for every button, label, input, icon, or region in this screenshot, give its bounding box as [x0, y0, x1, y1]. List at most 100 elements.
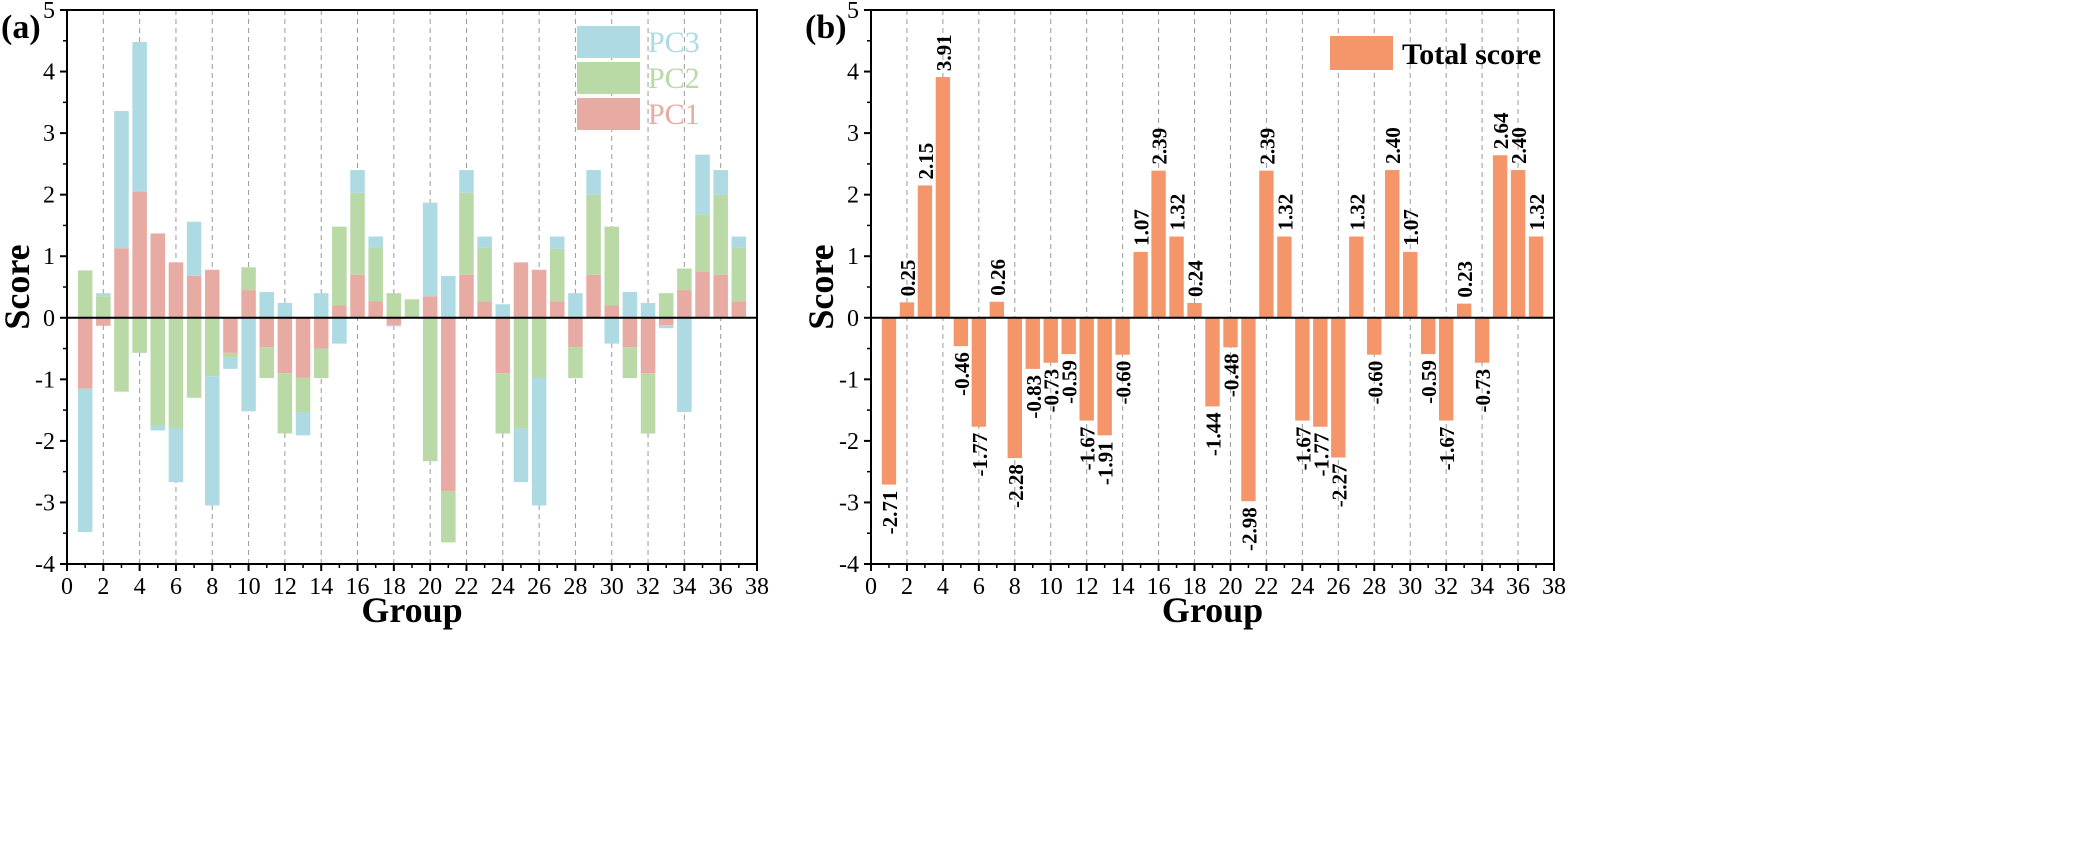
data-label: 1.07	[1130, 209, 1154, 246]
bar-pc2-group-11	[259, 347, 274, 379]
data-label: 2.40	[1381, 127, 1405, 164]
bar-pc2-group-36	[713, 194, 728, 275]
bar-total-score-group-26	[1331, 317, 1346, 458]
bar-total-score-group-27	[1349, 236, 1364, 318]
data-label: -1.91	[1094, 441, 1118, 485]
bar-pc2-group-13	[295, 377, 311, 413]
bar-pc1-group-37	[731, 301, 747, 318]
bar-pc3-group-14	[313, 293, 329, 318]
y-tick-label: -4	[839, 552, 859, 578]
y-tick-label: -1	[35, 367, 55, 393]
bar-pc1-group-36	[713, 274, 728, 318]
y-tick-label: 3	[43, 121, 55, 147]
y-tick-label: 0	[43, 306, 55, 332]
bar-pc1-group-34	[677, 290, 692, 318]
x-tick-label: 10	[1039, 574, 1063, 600]
bar-pc1-group-17	[368, 301, 383, 318]
bar-pc2-group-35	[695, 214, 710, 272]
bar-pc1-group-8	[205, 269, 220, 318]
y-tick-label: 4	[43, 60, 55, 86]
bar-total-score-group-5	[953, 317, 969, 347]
bar-total-score-group-37	[1528, 236, 1544, 318]
data-label: 1.32	[1166, 194, 1190, 231]
data-label: -0.83	[1022, 375, 1046, 419]
x-tick-label: 26	[1326, 574, 1350, 600]
x-tick-label: 34	[672, 574, 696, 600]
bar-pc3-group-18	[386, 325, 402, 327]
bar-pc3-group-9	[223, 357, 238, 369]
bar-pc1-group-14	[313, 317, 329, 349]
bar-pc2-group-31	[622, 347, 638, 379]
bar-pc3-group-35	[695, 154, 710, 215]
x-tick-label: 6	[973, 574, 985, 600]
x-tick-label: 32	[636, 574, 660, 600]
bar-pc2-group-26	[531, 317, 547, 378]
bar-pc3-group-29	[586, 170, 601, 195]
bar-pc2-group-12	[277, 373, 293, 434]
x-tick-label: 16	[346, 574, 370, 600]
bar-total-score-group-20	[1223, 317, 1238, 348]
panel-label: (a)	[1, 9, 41, 46]
x-tick-label: 14	[309, 574, 333, 600]
bar-pc1-group-35	[695, 271, 710, 318]
x-tick-label: 4	[134, 574, 146, 600]
y-axis-title: Score	[0, 244, 37, 329]
bar-pc1-group-1	[77, 317, 93, 389]
panel-a-stacked-pc-chart: 0 2 4 6 8 10 12 14 16 18 20 22 24 26 28 30 32 34 36 38-4-3-…	[0, 0, 769, 630]
data-label: 1.32	[1345, 194, 1369, 231]
bar-total-score-group-31	[1420, 317, 1436, 355]
y-tick-label: 2	[43, 183, 55, 209]
plot-frame	[870, 9, 1555, 565]
bar-pc1-group-2	[96, 317, 111, 326]
y-tick-label: 1	[43, 244, 55, 270]
bar-pc1-group-31	[622, 317, 638, 348]
bar-pc3-group-3	[114, 110, 129, 249]
x-tick-label: 24	[1290, 574, 1314, 600]
data-label: -0.60	[1363, 361, 1387, 405]
data-label: 2.40	[1507, 127, 1531, 164]
bar-pc3-group-32	[640, 303, 656, 318]
bar-pc3-group-1	[77, 388, 93, 532]
bar-pc2-group-1	[77, 270, 93, 318]
data-label: -0.59	[1058, 360, 1082, 404]
bar-pc1-group-27	[550, 301, 565, 318]
bar-total-score-group-21	[1241, 317, 1256, 502]
bar-pc2-group-4	[132, 317, 147, 353]
legend-swatch-pc1	[577, 98, 640, 130]
bar-pc2-group-21	[441, 491, 456, 543]
bar-pc1-group-13	[295, 317, 311, 378]
panel-b-total-score-chart: -2.71 0.25 2.15 3.91 -0.46 -1.77 0.26 -2.28 -0.8…	[801, 0, 1566, 630]
bar-total-score-group-2	[899, 302, 915, 318]
x-tick-label: 6	[170, 574, 182, 600]
bar-pc1-group-32	[640, 317, 656, 374]
bar-pc3-group-10	[241, 317, 256, 412]
legend-swatch-pc2	[577, 62, 640, 94]
data-label: -0.46	[950, 352, 974, 396]
bar-total-score-group-17	[1169, 236, 1184, 318]
bar-total-score-group-13	[1097, 317, 1112, 436]
bar-total-score-group-36	[1510, 170, 1526, 318]
bar-pc1-group-24	[495, 317, 511, 374]
bar-pc1-group-12	[277, 317, 293, 374]
y-axis-title: Score	[801, 244, 841, 329]
bar-total-score-group-12	[1079, 317, 1094, 421]
data-label: 1.32	[1273, 194, 1297, 231]
bar-pc2-group-23	[477, 247, 492, 302]
bar-total-score-group-4	[935, 77, 951, 318]
bar-pc2-group-18	[386, 293, 402, 318]
bar-total-score-group-16	[1151, 170, 1166, 318]
legend-label-pc1: PC1	[648, 98, 700, 131]
x-tick-label: 24	[491, 574, 515, 600]
bar-pc2-group-14	[313, 348, 329, 379]
y-tick-label: 1	[847, 244, 859, 270]
bar-pc3-group-20	[422, 202, 438, 297]
bar-pc2-group-29	[586, 194, 601, 275]
x-tick-label: 30	[1398, 574, 1422, 600]
bar-pc3-group-16	[350, 170, 365, 193]
bar-pc3-group-27	[550, 236, 565, 249]
bar-pc1-group-9	[223, 317, 238, 353]
legend-swatch-pc3	[577, 26, 640, 58]
bar-total-score-group-33	[1456, 303, 1472, 318]
y-tick-label: -4	[35, 552, 55, 578]
